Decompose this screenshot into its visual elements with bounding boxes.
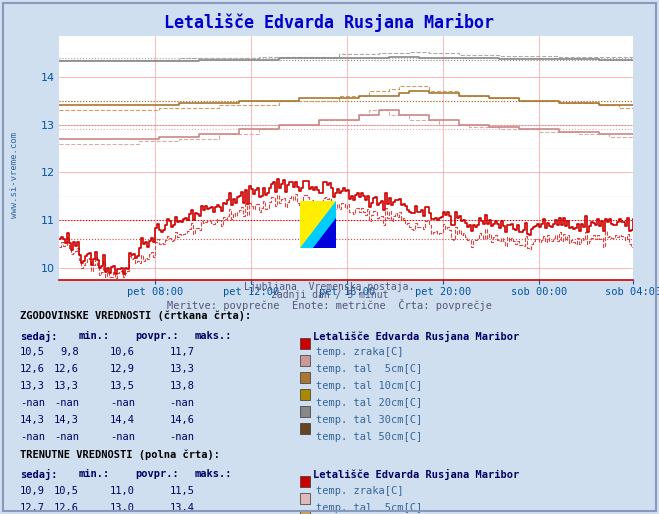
Text: maks.:: maks.: [194, 331, 232, 340]
Text: temp. zraka[C]: temp. zraka[C] [316, 347, 404, 357]
Text: 14,6: 14,6 [169, 415, 194, 425]
Text: -nan: -nan [20, 398, 45, 408]
Text: 14,3: 14,3 [54, 415, 79, 425]
Text: 12,6: 12,6 [54, 364, 79, 374]
Text: 12,6: 12,6 [20, 364, 45, 374]
Text: temp. tal 10cm[C]: temp. tal 10cm[C] [316, 381, 422, 391]
Text: temp. tal 20cm[C]: temp. tal 20cm[C] [316, 398, 422, 408]
Text: 10,9: 10,9 [20, 486, 45, 495]
Text: min.:: min.: [79, 331, 110, 340]
Text: www.si-vreme.com: www.si-vreme.com [10, 132, 19, 218]
Text: 10,5: 10,5 [20, 347, 45, 357]
Text: 12,7: 12,7 [20, 503, 45, 512]
Text: Letališče Edvarda Rusjana Maribor: Letališče Edvarda Rusjana Maribor [313, 469, 519, 480]
Text: Letališče Edvarda Rusjana Maribor: Letališče Edvarda Rusjana Maribor [165, 13, 494, 32]
Text: temp. tal 30cm[C]: temp. tal 30cm[C] [316, 415, 422, 425]
Text: sedaj:: sedaj: [20, 331, 57, 341]
Text: -nan: -nan [54, 432, 79, 442]
Text: 12,6: 12,6 [54, 503, 79, 512]
Text: -nan: -nan [169, 398, 194, 408]
Text: 10,5: 10,5 [54, 486, 79, 495]
Text: -nan: -nan [110, 432, 135, 442]
Text: Meritve: povprečne  Enote: metrične  Črta: povprečje: Meritve: povprečne Enote: metrične Črta:… [167, 299, 492, 311]
Text: -nan: -nan [110, 398, 135, 408]
Text: sedaj:: sedaj: [20, 469, 57, 480]
Text: 12,9: 12,9 [110, 364, 135, 374]
Text: 13,5: 13,5 [110, 381, 135, 391]
Text: Ljubljana  Vremenska postaja.: Ljubljana Vremenska postaja. [244, 282, 415, 291]
Polygon shape [300, 201, 336, 248]
Text: 14,3: 14,3 [20, 415, 45, 425]
Text: TRENUTNE VREDNOSTI (polna črta):: TRENUTNE VREDNOSTI (polna črta): [20, 449, 219, 460]
Text: 13,0: 13,0 [110, 503, 135, 512]
Text: 13,3: 13,3 [20, 381, 45, 391]
Text: 13,3: 13,3 [54, 381, 79, 391]
Text: temp. tal 50cm[C]: temp. tal 50cm[C] [316, 432, 422, 442]
Text: zadnji dan / 5 minut: zadnji dan / 5 minut [271, 290, 388, 300]
Text: temp. tal  5cm[C]: temp. tal 5cm[C] [316, 364, 422, 374]
Text: -nan: -nan [20, 432, 45, 442]
Text: -nan: -nan [54, 398, 79, 408]
Text: min.:: min.: [79, 469, 110, 479]
Text: -nan: -nan [169, 432, 194, 442]
Text: 10,6: 10,6 [110, 347, 135, 357]
Text: temp. tal  5cm[C]: temp. tal 5cm[C] [316, 503, 422, 512]
Polygon shape [312, 218, 336, 248]
Polygon shape [300, 201, 336, 248]
Text: povpr.:: povpr.: [135, 469, 179, 479]
Text: 9,8: 9,8 [61, 347, 79, 357]
Text: 14,4: 14,4 [110, 415, 135, 425]
Text: 11,5: 11,5 [169, 486, 194, 495]
Text: povpr.:: povpr.: [135, 331, 179, 340]
Text: Letališče Edvarda Rusjana Maribor: Letališče Edvarda Rusjana Maribor [313, 331, 519, 341]
Text: 13,4: 13,4 [169, 503, 194, 512]
Text: ZGODOVINSKE VREDNOSTI (črtkana črta):: ZGODOVINSKE VREDNOSTI (črtkana črta): [20, 311, 251, 321]
Text: maks.:: maks.: [194, 469, 232, 479]
Text: 11,7: 11,7 [169, 347, 194, 357]
Text: 11,0: 11,0 [110, 486, 135, 495]
Text: temp. zraka[C]: temp. zraka[C] [316, 486, 404, 495]
Text: 13,8: 13,8 [169, 381, 194, 391]
Text: 13,3: 13,3 [169, 364, 194, 374]
